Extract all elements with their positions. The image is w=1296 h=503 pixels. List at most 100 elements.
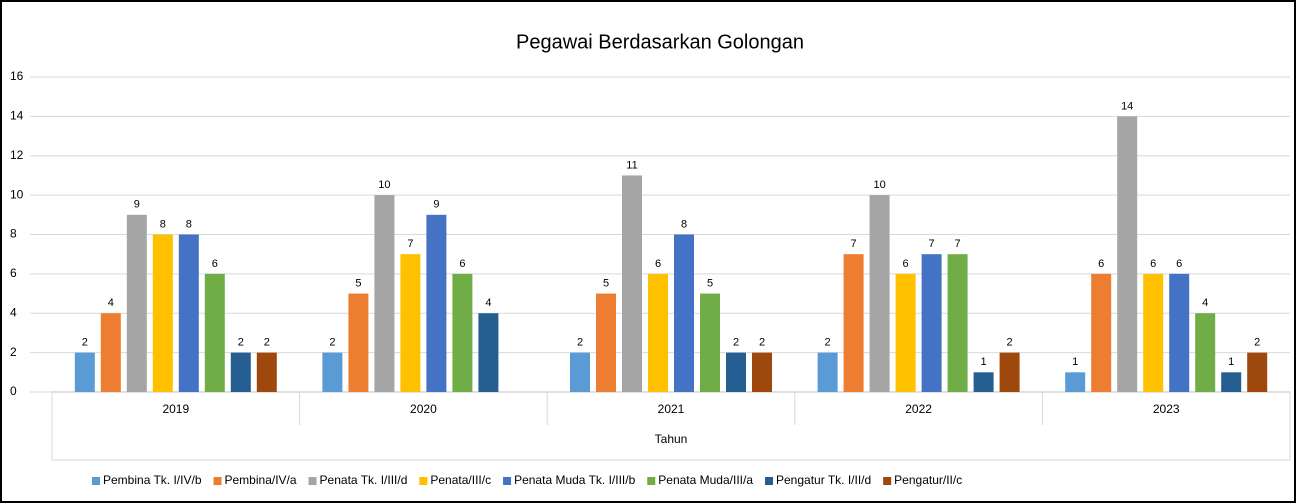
- x-tick-label: 2019: [162, 402, 189, 416]
- bar: [921, 254, 942, 392]
- legend-label: Pembina/IV/a: [225, 473, 297, 487]
- bar: [256, 352, 277, 392]
- data-label: 2: [1007, 337, 1013, 349]
- data-label: 1: [1228, 356, 1234, 368]
- data-label: 4: [108, 297, 114, 309]
- bar: [1143, 273, 1164, 392]
- data-label: 2: [825, 337, 831, 349]
- legend-swatch: [308, 477, 317, 485]
- data-label: 9: [134, 199, 140, 211]
- bar: [204, 273, 225, 392]
- legend-swatch: [647, 477, 656, 485]
- bar: [100, 313, 121, 392]
- y-tick-label: 6: [10, 266, 17, 280]
- y-tick-label: 16: [10, 69, 24, 83]
- data-label: 5: [603, 277, 609, 289]
- bar: [126, 214, 147, 392]
- bar: [1169, 273, 1190, 392]
- data-label: 8: [160, 218, 166, 230]
- bar: [374, 195, 395, 392]
- bar: [1221, 372, 1242, 392]
- bar: [1247, 352, 1268, 392]
- bar: [700, 293, 720, 392]
- bar: [726, 352, 746, 392]
- bar: [400, 254, 421, 392]
- data-label: 7: [851, 238, 857, 250]
- x-tick-label: 2020: [410, 402, 437, 416]
- legend-swatch: [765, 477, 773, 485]
- legend-swatch: [213, 477, 222, 485]
- x-tick-label: 2022: [905, 402, 932, 416]
- data-label: 4: [485, 297, 491, 309]
- y-tick-label: 14: [10, 109, 24, 123]
- chart-title: Pegawai Berdasarkan Golongan: [516, 31, 804, 53]
- bar: [74, 352, 95, 392]
- data-label: 6: [903, 258, 909, 270]
- bar: [674, 234, 694, 392]
- bar: [752, 352, 772, 392]
- bar: [426, 214, 447, 392]
- data-label: 2: [759, 337, 765, 349]
- data-label: 6: [212, 258, 218, 270]
- data-label: 1: [1072, 356, 1078, 368]
- bar: [178, 234, 199, 392]
- bar: [570, 352, 590, 392]
- bar: [1195, 313, 1216, 392]
- data-label: 5: [707, 277, 713, 289]
- data-label: 6: [1176, 258, 1182, 270]
- data-label: 2: [1254, 337, 1260, 349]
- data-label: 2: [82, 337, 88, 349]
- legend-swatch: [92, 477, 100, 485]
- data-label: 6: [1150, 258, 1156, 270]
- data-label: 5: [355, 277, 361, 289]
- data-label: 6: [459, 258, 465, 270]
- bar: [596, 293, 616, 392]
- legend-label: Penata Muda Tk. I/III/b: [514, 473, 636, 487]
- legend-label: Penata Tk. I/III/d: [320, 473, 408, 487]
- data-label: 4: [1202, 297, 1208, 309]
- data-label: 6: [655, 258, 661, 270]
- legend-label: Pembina Tk. I/IV/b: [103, 473, 202, 487]
- bar: [1065, 372, 1086, 392]
- bar: [622, 175, 642, 392]
- bar: [478, 313, 499, 392]
- bar: [973, 372, 994, 392]
- bar: [322, 352, 343, 392]
- bar: [648, 273, 668, 392]
- data-label: 10: [378, 179, 390, 191]
- data-label: 7: [407, 238, 413, 250]
- data-label: 2: [577, 337, 583, 349]
- data-label: 2: [733, 337, 739, 349]
- bar: [869, 195, 890, 392]
- data-label: 2: [238, 337, 244, 349]
- bar: [230, 352, 251, 392]
- x-tick-label: 2023: [1153, 402, 1180, 416]
- bar: [152, 234, 173, 392]
- y-tick-label: 10: [10, 187, 24, 201]
- data-label: 9: [433, 199, 439, 211]
- x-tick-label: 2021: [658, 402, 685, 416]
- legend-label: Pengatur Tk. I/II/d: [776, 473, 871, 487]
- bar: [895, 273, 916, 392]
- bar: [348, 293, 369, 392]
- data-label: 11: [626, 159, 637, 171]
- legend-label: Pengatur/II/c: [894, 473, 962, 487]
- data-label: 2: [329, 337, 335, 349]
- bar: [1091, 273, 1112, 392]
- legend-swatch: [419, 477, 428, 485]
- bar: [843, 254, 864, 392]
- data-label: 8: [186, 218, 192, 230]
- legend-label: Penata/III/c: [430, 473, 491, 487]
- data-label: 2: [264, 337, 270, 349]
- x-axis-label: Tahun: [655, 432, 688, 446]
- bar: [817, 352, 838, 392]
- bar: [947, 254, 968, 392]
- data-label: 8: [681, 218, 687, 230]
- data-label: 7: [955, 238, 961, 250]
- bar: [1117, 116, 1138, 392]
- data-label: 6: [1098, 258, 1104, 270]
- y-tick-label: 8: [10, 227, 17, 241]
- bar: [452, 273, 473, 392]
